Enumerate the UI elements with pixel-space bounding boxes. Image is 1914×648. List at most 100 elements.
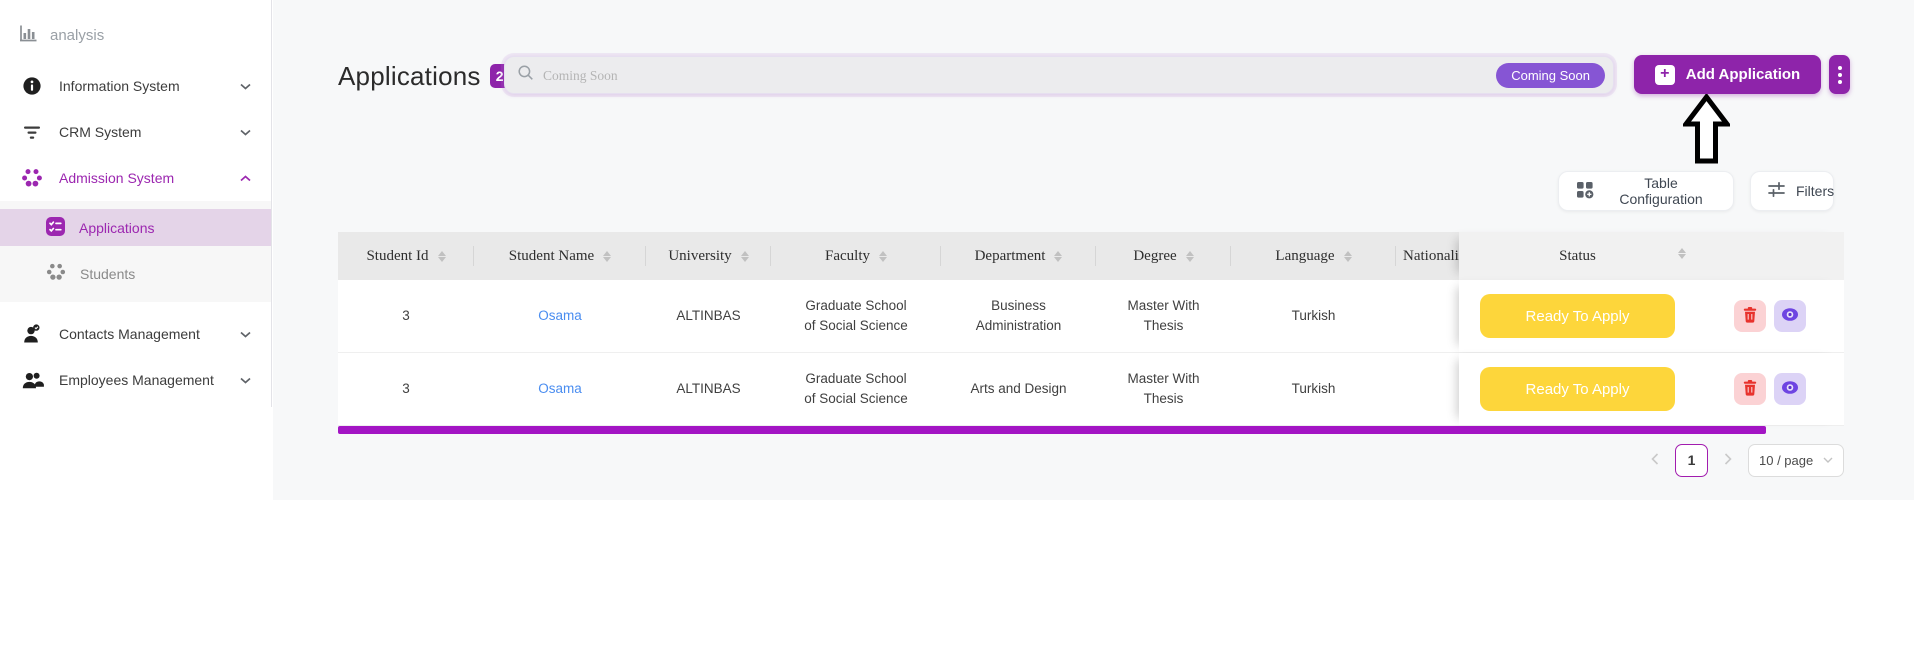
cell-degree: Master With Thesis [1127,371,1200,406]
dot-cluster-icon [20,166,44,190]
people-icon [20,368,44,392]
kebab-dot [1837,79,1842,84]
cell-student-name: Osama [474,280,646,352]
sort-icon[interactable] [740,250,749,262]
up-arrow-annotation [1680,92,1733,169]
sidebar-item-students[interactable]: Students [0,255,271,292]
chevron-up-icon [240,174,251,182]
column-header-nationality[interactable]: Nationality [1403,247,1459,264]
status-button[interactable]: Ready To Apply [1480,294,1675,338]
table-configuration-label: Table Configuration [1619,175,1703,207]
trash-icon [1742,379,1758,399]
next-page-icon[interactable] [1720,452,1736,468]
column-header-status[interactable]: Status [1459,232,1696,280]
sidebar-item-admission-system[interactable]: Admission System [0,155,271,201]
sidebar-item-applications[interactable]: Applications [0,209,271,246]
cell-faculty: Graduate School of Social Science [804,298,908,333]
fixed-columns: Ready To Apply [1459,353,1844,425]
page-number[interactable]: 1 [1675,443,1708,477]
search-input[interactable] [543,67,1497,83]
cell-university: ALTINBAS [676,308,741,324]
horizontal-scrollbar [338,426,1844,434]
sidebar-item-information-system[interactable]: Information System [0,63,271,109]
column-header-faculty[interactable]: Faculty [771,232,941,280]
search-icon [517,64,534,86]
sort-icon[interactable] [437,250,446,262]
student-name-link[interactable]: Osama [538,381,582,397]
filters-button[interactable]: Filters [1750,171,1834,211]
chevron-down-icon [240,331,251,338]
cell-nationality [1396,353,1459,425]
cell-student-name: Osama [474,353,646,425]
chevron-down-icon [1823,454,1833,466]
cell-status: Ready To Apply [1459,353,1696,425]
sort-icon[interactable] [1185,250,1194,262]
column-header-student-id[interactable]: Student Id [338,232,474,280]
sort-icon[interactable] [1343,250,1352,262]
sort-icon[interactable] [1678,248,1686,259]
info-circle-icon [20,74,44,98]
delete-button[interactable] [1734,373,1766,405]
table-configuration-button[interactable]: Table Configuration [1558,171,1734,211]
main-content: Applications 2 Coming Soon + Add Applica… [273,0,1914,500]
column-header-language[interactable]: Language [1231,232,1396,280]
table-row: 3 Osama ALTINBAS Graduate School of Soci… [338,280,1844,353]
app-logo: analysis [0,0,271,48]
dot-cluster-icon [45,261,67,286]
delete-button[interactable] [1734,300,1766,332]
logo-label: analysis [50,26,105,44]
column-header-university[interactable]: University [646,232,771,280]
student-name-link[interactable]: Osama [538,308,582,324]
sidebar: analysis Information System CRM System [0,0,272,407]
bar-chart-icon [17,22,39,48]
table-row: 3 Osama ALTINBAS Graduate School of Soci… [338,353,1844,426]
cell-language: Turkish [1291,381,1336,397]
admission-submenu: Applications Students [0,201,271,302]
cell-degree: Master With Thesis [1127,298,1200,333]
plus-icon: + [1654,64,1675,85]
prev-page-icon[interactable] [1647,452,1663,468]
kebab-dot [1837,65,1842,70]
sliders-icon [1767,180,1786,202]
cell-actions [1696,280,1844,352]
eye-icon [1781,380,1799,398]
cell-status: Ready To Apply [1459,280,1696,352]
chevron-down-icon [240,83,251,90]
chevron-down-icon [240,377,251,384]
eye-icon [1781,307,1799,325]
sidebar-item-contacts-management[interactable]: Contacts Management [0,311,271,357]
sidebar-item-employees-management[interactable]: Employees Management [0,357,271,403]
fixed-columns-header: Status [1459,232,1844,280]
page-size-select[interactable]: 10 / page [1748,443,1844,477]
column-header-degree[interactable]: Degree [1096,232,1231,280]
add-application-button[interactable]: + Add Application [1634,55,1821,94]
grid-plus-icon [1575,180,1595,203]
scrollbar-thumb[interactable] [338,426,1766,434]
sidebar-item-label: Employees Management [59,372,214,388]
sort-icon[interactable] [603,250,612,262]
sort-icon[interactable] [879,250,887,262]
add-application-label: Add Application [1685,66,1801,83]
cell-university: ALTINBAS [676,381,741,397]
page-title: Applications [338,60,481,91]
cell-faculty: Graduate School of Social Science [804,371,908,406]
kebab-dot [1837,72,1842,77]
cell-department: Arts and Design [970,381,1067,397]
column-header-department[interactable]: Department [941,232,1096,280]
sidebar-item-label: Admission System [59,170,175,186]
sidebar-item-crm-system[interactable]: CRM System [0,109,271,155]
applications-table: Student Id Student Name University Facul… [338,232,1844,434]
more-actions-button[interactable] [1829,55,1850,94]
fixed-columns: Ready To Apply [1459,280,1844,352]
view-button[interactable] [1774,373,1806,405]
sidebar-item-label: CRM System [59,124,142,140]
column-header-actions [1696,232,1844,280]
status-button[interactable]: Ready To Apply [1480,367,1675,411]
view-button[interactable] [1774,300,1806,332]
filters-label: Filters [1796,183,1835,199]
column-header-student-name[interactable]: Student Name [474,232,646,280]
cell-actions [1696,353,1844,425]
cell-student-id: 3 [402,308,410,324]
sort-icon[interactable] [1054,250,1063,262]
